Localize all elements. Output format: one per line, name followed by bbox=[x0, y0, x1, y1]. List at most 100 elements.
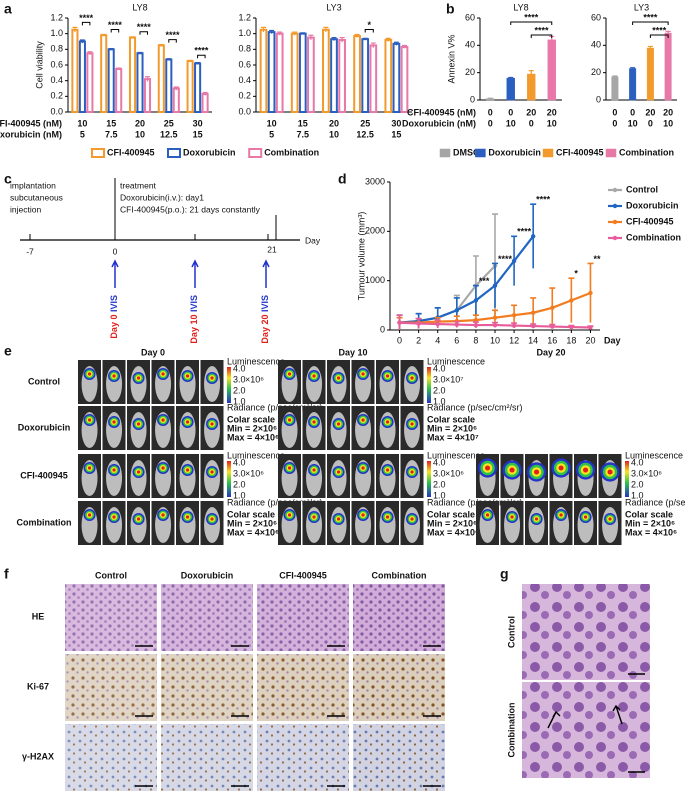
signal bbox=[136, 422, 141, 426]
legend-label: Doxorubicin bbox=[626, 200, 679, 210]
colorbar-tick: 4.0 bbox=[433, 363, 446, 373]
signal bbox=[210, 470, 214, 474]
histology-image bbox=[353, 584, 445, 651]
colorbar-tick: 2.0 bbox=[433, 479, 446, 489]
scale-title: Colar scale bbox=[427, 414, 475, 424]
signal bbox=[312, 374, 316, 378]
marker bbox=[569, 298, 574, 303]
colorbar-tick: 2.0 bbox=[233, 479, 246, 489]
colorbar-title: Luminescence bbox=[227, 450, 285, 460]
timeline-text: subcutaneous bbox=[10, 192, 63, 202]
panel-label: d bbox=[338, 171, 347, 187]
x-tick-label: 20 bbox=[663, 107, 673, 117]
x-row-label: CFI-400945 (nM) bbox=[407, 107, 476, 117]
bar bbox=[611, 76, 619, 101]
colorbar-tick: 2.0 bbox=[631, 479, 644, 489]
x-tick-label: 14 bbox=[528, 335, 538, 345]
scale-max: Max = 4×10⁶ bbox=[427, 527, 479, 537]
legend-swatch bbox=[605, 148, 617, 158]
signal bbox=[485, 513, 490, 517]
ivis-day: Day 10 bbox=[189, 315, 199, 344]
x-tick-label: 0 bbox=[508, 107, 513, 117]
ivis-arrow bbox=[191, 259, 199, 288]
significance-label: **** bbox=[79, 13, 94, 23]
timeline-text: treatment bbox=[120, 180, 157, 190]
marker bbox=[397, 320, 402, 325]
legend-marker bbox=[612, 219, 618, 225]
x-axis-label: Day bbox=[604, 335, 621, 345]
day-header: Day 10 bbox=[338, 347, 367, 357]
legend-label: Doxorubicin bbox=[488, 147, 541, 157]
marker bbox=[511, 258, 517, 264]
x-tick-label: 15 bbox=[193, 129, 203, 139]
x-tick-label: 20 bbox=[526, 107, 536, 117]
histology-image bbox=[161, 584, 253, 651]
scale-min: Min = 2×10⁶ bbox=[625, 518, 675, 528]
scale-max: Max = 4×10⁷ bbox=[427, 432, 479, 442]
y-tick-label: 1.2 bbox=[50, 12, 63, 22]
x-tick-label: 18 bbox=[566, 335, 576, 345]
line bbox=[399, 235, 535, 324]
legend-marker bbox=[612, 235, 618, 241]
morphology-image bbox=[522, 584, 650, 680]
legend-swatch bbox=[91, 148, 105, 158]
x-tick-label: 8 bbox=[473, 335, 478, 345]
colorbar-unit: ×10⁶ bbox=[643, 468, 662, 478]
signal bbox=[161, 466, 165, 470]
colorbar-tick: 3.0 bbox=[631, 468, 644, 478]
y-tick-label: 60 bbox=[465, 12, 475, 22]
signal bbox=[210, 422, 214, 426]
y-tick-label: 0.2 bbox=[238, 91, 251, 101]
legend-marker bbox=[612, 187, 618, 193]
colorbar-tick: 1.0 bbox=[631, 490, 644, 500]
signal bbox=[185, 515, 190, 519]
x-tick-label: 10 bbox=[663, 118, 673, 128]
colorbar-title: Luminescence bbox=[227, 356, 285, 366]
x-tick-label: 20 bbox=[645, 107, 655, 117]
error-bar bbox=[173, 86, 179, 91]
bar bbox=[136, 52, 144, 113]
colorbar-tick: 3.0 bbox=[433, 374, 446, 384]
timeline-tick-label: 0 bbox=[113, 246, 118, 256]
y-tick-label: 0 bbox=[596, 94, 601, 104]
bar bbox=[353, 35, 361, 113]
error-bar bbox=[202, 91, 208, 96]
signal bbox=[608, 517, 612, 521]
signal bbox=[136, 470, 141, 474]
scale-min: Min = 2×10⁶ bbox=[227, 423, 277, 433]
signal bbox=[361, 372, 365, 376]
y-tick-label: 1.0 bbox=[50, 28, 63, 38]
legend-label: Doxorubicin bbox=[183, 147, 236, 157]
error-bar bbox=[354, 33, 360, 38]
error-bar bbox=[187, 59, 193, 62]
error-bar bbox=[195, 62, 201, 65]
marker bbox=[435, 321, 440, 327]
colorbar-tick: 3.0 bbox=[233, 468, 246, 478]
y-tick-label: 0 bbox=[470, 94, 475, 104]
error-bar bbox=[79, 39, 85, 44]
legend-swatch bbox=[542, 148, 554, 158]
x-tick-label: 10 bbox=[547, 118, 557, 128]
histology-image bbox=[257, 654, 349, 721]
colorbar-tick: 1.0 bbox=[433, 490, 446, 500]
signal bbox=[385, 515, 390, 519]
x-tick-label: 20 bbox=[135, 118, 145, 128]
y-tick-label: 1.2 bbox=[238, 12, 251, 22]
x-tick-label: 15 bbox=[391, 129, 401, 139]
signal bbox=[336, 470, 341, 474]
bar bbox=[400, 45, 409, 114]
error-bar bbox=[277, 31, 283, 36]
bar bbox=[157, 44, 165, 114]
bar bbox=[143, 78, 152, 113]
error-bar bbox=[402, 44, 408, 49]
signal bbox=[87, 466, 92, 470]
signal bbox=[161, 372, 165, 376]
y-tick-label: 0.6 bbox=[50, 59, 63, 69]
colorbar-tick: 2.0 bbox=[433, 385, 446, 395]
marker bbox=[473, 317, 479, 323]
y-tick-label: 0.0 bbox=[50, 106, 63, 116]
signal bbox=[287, 513, 292, 517]
timeline-text: CFI-400945(p.o.): 21 days constantly bbox=[120, 204, 261, 214]
bar bbox=[646, 47, 654, 101]
